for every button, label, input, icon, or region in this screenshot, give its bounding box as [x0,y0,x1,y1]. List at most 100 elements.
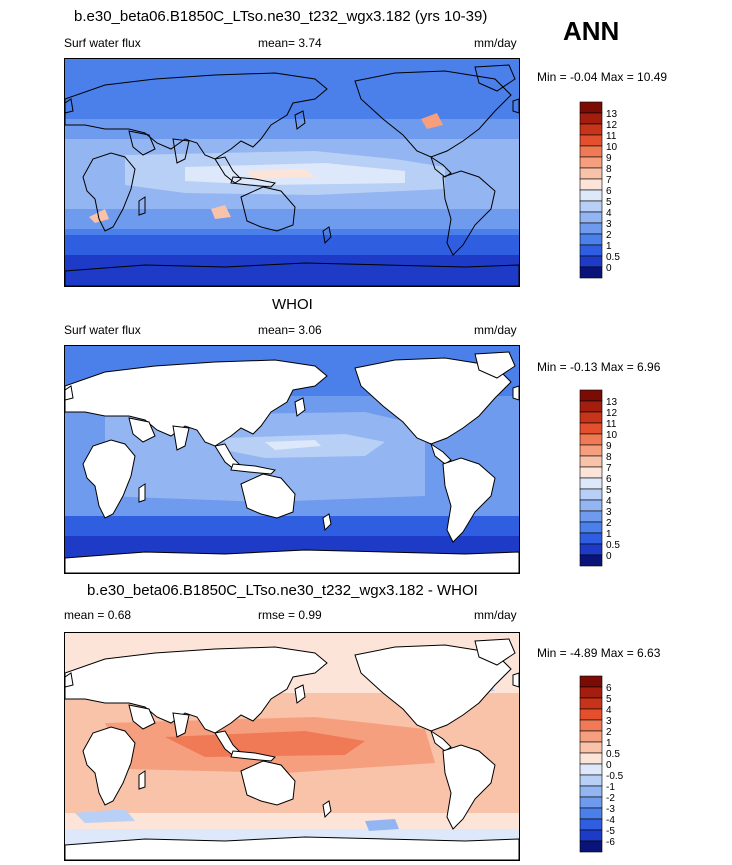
panel-1-minmax-label: Min = -0.04 Max = 10.49 [537,70,668,84]
colorbar-box [579,499,603,512]
colorbar-tick-label: 0 [606,263,612,274]
panel-1-title: b.e30_beta06.B1850C_LTso.ne30_t232_wgx3.… [74,8,488,25]
contour-band [75,809,135,823]
colorbar-box [579,222,603,235]
colorbar-tick-label: 6 [606,186,612,197]
coastline-greenland [474,638,516,666]
colorbar-tick-label: 0.5 [606,252,620,263]
colorbar-box [579,752,603,765]
colorbar-tick-label: 8 [606,164,612,175]
panel-3-mean-label: mean = 0.68 [64,608,132,622]
colorbar-tick-label: 5 [606,197,612,208]
colorbar-tick-label: 13 [606,397,618,408]
colorbar-box [579,389,603,402]
colorbar-box [579,807,603,820]
colorbar-box [579,233,603,246]
colorbar-box [579,123,603,136]
coastline-seasia [214,156,242,184]
panel-2-colorbar: 13 12 11 10 9 8 7 6 5 4 3 2 1 0.5 0 [579,389,640,567]
colorbar-tick-label: 9 [606,153,612,164]
colorbar-tick-label: 0 [606,760,612,771]
colorbar-tick-label: 3 [606,507,612,518]
colorbar-box [579,818,603,831]
colorbar-box [579,796,603,809]
contour-band [265,440,321,450]
colorbar-box [579,101,603,114]
colorbar-tick-label: -5 [606,826,615,837]
colorbar-box [579,774,603,787]
coastline-madagascar [138,483,146,503]
coastline-antarctica [65,262,519,286]
coastline-india [172,712,190,738]
colorbar-box [579,134,603,147]
coastline-india [172,425,190,451]
colorbar-tick-label: 4 [606,705,612,716]
ocean-field [65,59,519,286]
colorbar-box [579,422,603,435]
colorbar-tick-label: 0.5 [606,540,620,551]
panel-3-rmse-label: rmse = 0.99 [258,608,322,622]
colorbar-tick-label: -3 [606,804,615,815]
colorbar-tick-label: 0.5 [606,749,620,760]
panel-1-map [64,58,520,287]
panel-3-map [64,632,520,861]
colorbar-box [579,211,603,224]
coastline-australia [240,186,296,232]
colorbar-box [579,189,603,202]
colorbar-tick-label: 9 [606,441,612,452]
colorbar-box [579,400,603,413]
colorbar-box [579,554,603,567]
colorbar-tick-label: 11 [606,131,617,142]
coastline-indonesia [230,176,277,188]
colorbar-tick-label: 2 [606,230,612,241]
panel-2-title: WHOI [272,296,313,313]
colorbar-tick-label: 10 [606,430,618,441]
panel-1-units-label: mm/day [474,36,517,50]
colorbar-tick-label: 6 [606,683,612,694]
coastline-india [172,138,190,164]
panel-2-mean-label: mean= 3.06 [258,323,322,337]
colorbar-box [579,255,603,268]
colorbar-tick-label: 5 [606,485,612,496]
coastline-eurasia [65,646,328,734]
coastline-indonesia [230,750,277,762]
coastline-samerica [442,170,496,256]
coastline-uk [65,672,74,688]
coastline-nzealand [322,226,332,245]
colorbar-tick-label: 12 [606,408,618,419]
colorbar-tick-label: 1 [606,738,612,749]
coastline-africa [82,726,136,806]
colorbar-box [579,730,603,743]
colorbar-box [579,477,603,490]
coastline-uk2 [512,98,519,114]
coastline-madagascar [138,770,146,790]
coastline-uk [65,98,74,114]
coastline-namerica [354,70,512,158]
panel-2-variable-label: Surf water flux [64,323,141,337]
colorbar-box [579,145,603,158]
contour-band [245,169,315,179]
colorbar-tick-label: 4 [606,208,612,219]
colorbar-tick-label: 1 [606,529,612,540]
colorbar-box [579,444,603,457]
colorbar-box [579,719,603,732]
colorbar-box [579,543,603,556]
contour-band [65,255,519,286]
coastline-nzealand [322,800,332,819]
coastline-madagascar [138,196,146,216]
panel-2-map [64,345,520,574]
coastline-uk2 [512,672,519,688]
colorbar-box [579,829,603,842]
coastline-namerica [354,644,512,732]
continents [65,351,519,573]
colorbar-tick-label: 0 [606,551,612,562]
colorbar-tick-label: 5 [606,694,612,705]
colorbar-tick-label: 7 [606,463,612,474]
colorbar-tick-label: 3 [606,219,612,230]
coastline-uk2 [512,385,519,401]
coastline-greenland [474,64,516,92]
coastline-africa [82,152,136,232]
colorbar-box [579,112,603,125]
